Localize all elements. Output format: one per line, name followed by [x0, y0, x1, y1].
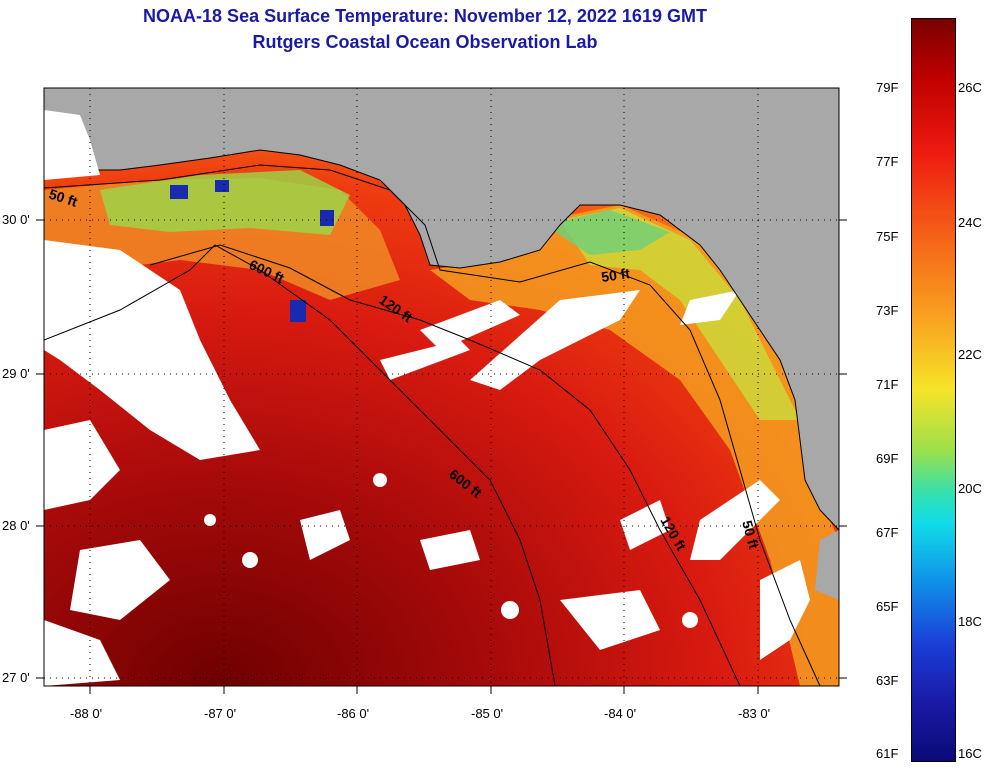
- map-border: [43, 87, 840, 687]
- temperature-colorbar: [911, 18, 956, 762]
- lon-tick-label: -85 0': [471, 706, 504, 721]
- colorbar-f-label: 65F: [876, 599, 899, 614]
- land-mass: [44, 88, 839, 531]
- coolest-nearshore-east: [545, 210, 670, 255]
- colorbar-c-label: 20C: [958, 481, 982, 496]
- colorbar-f-label: 79F: [876, 80, 899, 95]
- colorbar-f-label: 63F: [876, 673, 899, 688]
- cool-nearshore-east: [560, 208, 800, 420]
- isobath-600ft: [44, 244, 556, 686]
- lon-tick-label: -88 0': [70, 706, 103, 721]
- isobath-120ft: [149, 244, 741, 686]
- map-title: NOAA-18 Sea Surface Temperature: Novembe…: [143, 6, 707, 26]
- lon-tick-label: -84 0': [604, 706, 637, 721]
- axis-ticks: [36, 219, 847, 694]
- isobath-50ft: [44, 164, 821, 686]
- colorbar-f-label: 67F: [876, 525, 899, 540]
- colorbar-f-label: 75F: [876, 229, 899, 244]
- mobile-bay-area: [44, 110, 100, 180]
- colorbar-f-label: 69F: [876, 451, 899, 466]
- colorbar-f-label: 71F: [876, 377, 899, 392]
- lon-tick-label: -83 0': [738, 706, 771, 721]
- colorbar-c-label: 18C: [958, 614, 982, 629]
- lon-tick-label: -86 0': [337, 706, 370, 721]
- isobath-label: 50 ft: [600, 265, 631, 285]
- lat-tick-label: 27 0': [2, 670, 30, 685]
- colorbar-c-label: 16C: [958, 746, 982, 761]
- lat-tick-label: 28 0': [2, 518, 30, 533]
- colorbar-c-label: 26C: [958, 80, 982, 95]
- colorbar-f-label: 73F: [876, 303, 899, 318]
- isobath-label: 50 ft: [739, 519, 762, 551]
- map-subtitle: Rutgers Coastal Ocean Observation Lab: [252, 32, 598, 52]
- colorbar-f-label: 61F: [876, 746, 899, 761]
- colorbar-c-label: 24C: [958, 215, 982, 230]
- cool-coastal-water: [100, 170, 350, 235]
- lat-tick-label: 30 0': [2, 212, 30, 227]
- map-frame: [44, 88, 839, 686]
- cold-patches: [150, 180, 334, 582]
- colorbar-c-label: 22C: [958, 347, 982, 362]
- cloud-cover: [44, 240, 810, 686]
- colorbar-f-label: 77F: [876, 154, 899, 169]
- lon-tick-label: -87 0': [204, 706, 237, 721]
- land-southeast: [815, 530, 839, 600]
- lat-tick-label: 29 0': [2, 366, 30, 381]
- graticule: [44, 88, 839, 686]
